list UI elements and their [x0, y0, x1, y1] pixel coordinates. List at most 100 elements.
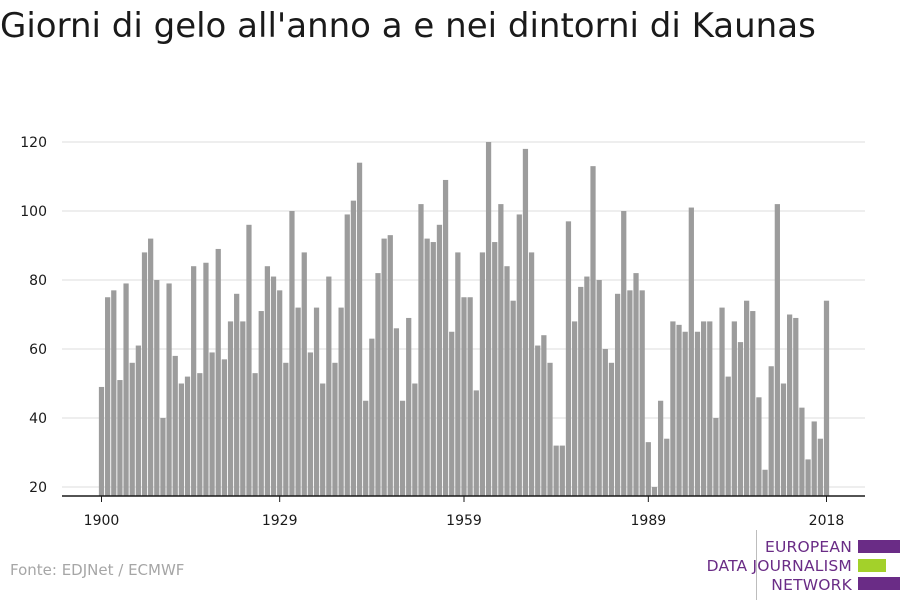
- bar-1969: [522, 148, 529, 496]
- logo-text-european: EUROPEAN: [764, 538, 852, 556]
- bar-1920: [221, 359, 227, 496]
- bar-1926: [258, 311, 264, 496]
- x-tick-label: 1989: [631, 513, 667, 529]
- bar-1934: [307, 352, 314, 496]
- x-tick-labels: 1900 1929 1959 1989 2018: [84, 496, 844, 529]
- y-tick-labels: 20 40 60 80 100 120: [20, 135, 47, 496]
- bar-1915: [191, 266, 197, 496]
- bar-2012: [787, 314, 793, 496]
- y-tick-label: 60: [29, 342, 47, 358]
- bar-2011: [780, 383, 787, 496]
- logo-bar-green: [858, 559, 886, 572]
- bar-1996: [688, 207, 694, 497]
- bar-1980: [590, 166, 596, 496]
- bar-1925: [252, 373, 258, 496]
- bar-1979: [584, 276, 590, 496]
- bar-1957: [449, 331, 455, 496]
- bar-2010: [774, 204, 780, 496]
- bar-1901: [105, 297, 111, 496]
- bar-1903: [117, 380, 123, 496]
- bar-1929: [277, 290, 283, 496]
- bar-2000: [713, 418, 719, 496]
- bar-1947: [387, 235, 393, 496]
- bar-1906: [135, 345, 141, 496]
- bar-2018: [823, 300, 830, 496]
- bar-1907: [141, 252, 148, 496]
- bar-1916: [197, 373, 203, 496]
- bar-1935: [313, 307, 320, 496]
- bar-1963: [485, 142, 492, 496]
- bar-1952: [418, 204, 424, 496]
- bar-1924: [246, 224, 252, 497]
- bar-2015: [805, 459, 811, 496]
- bar-1972: [541, 335, 547, 496]
- bar-2013: [793, 317, 799, 496]
- bar-1904: [123, 283, 129, 496]
- bar-1991: [657, 400, 664, 496]
- bar-1937: [326, 276, 332, 496]
- bar-1984: [614, 293, 621, 496]
- bar-1905: [129, 362, 135, 496]
- x-tick-label: 1929: [262, 513, 298, 529]
- bar-1994: [676, 324, 682, 496]
- bar-1953: [424, 238, 430, 496]
- bar-1914: [184, 376, 191, 496]
- bar-1997: [694, 331, 701, 496]
- bar-1941: [350, 200, 357, 496]
- bar-1945: [375, 273, 381, 496]
- logo-bar-purple-bottom: [858, 577, 900, 590]
- bar-1989: [645, 442, 651, 496]
- bar-1917: [203, 262, 209, 496]
- bar-1918: [209, 352, 215, 496]
- source-note: Fonte: EDJNet / ECMWF: [10, 561, 185, 579]
- bars: [98, 142, 830, 497]
- bar-chart: 20 40 60 80 100 120 1900 1929 1959 1989 2018: [20, 135, 865, 529]
- bar-2009: [768, 366, 774, 496]
- bar-1992: [664, 438, 670, 496]
- logo-text-data-journalism: DATA JOURNALISM: [706, 557, 852, 575]
- bar-2007: [756, 397, 762, 496]
- bar-1948: [393, 328, 400, 496]
- bar-1983: [608, 362, 615, 496]
- y-tick-label: 120: [20, 135, 47, 151]
- bar-1951: [412, 383, 418, 496]
- bar-2006: [750, 311, 756, 496]
- bar-1923: [240, 321, 246, 496]
- x-tick-label: 1900: [84, 513, 120, 529]
- bar-1933: [301, 252, 307, 496]
- logo-bar-purple-top: [858, 540, 900, 553]
- bar-1967: [510, 300, 516, 496]
- bar-2008: [762, 469, 768, 496]
- bar-1987: [633, 273, 639, 496]
- bar-2003: [731, 321, 737, 496]
- bar-1958: [455, 252, 461, 496]
- bar-1998: [701, 321, 707, 496]
- edjnet-logo: EUROPEAN DATA JOURNALISM NETWORK: [700, 530, 900, 600]
- bar-2017: [817, 438, 823, 496]
- bar-1974: [553, 445, 559, 496]
- bar-1981: [596, 280, 602, 496]
- x-tick-label: 1959: [446, 513, 482, 529]
- bar-1919: [215, 248, 221, 496]
- bar-1909: [154, 280, 160, 496]
- bar-1943: [363, 400, 369, 496]
- bar-1964: [492, 242, 498, 496]
- bar-2002: [725, 376, 731, 496]
- bar-1970: [528, 252, 535, 496]
- bar-1911: [166, 283, 172, 496]
- bar-1954: [430, 242, 436, 496]
- bar-1922: [234, 293, 240, 496]
- bar-1939: [338, 307, 344, 496]
- bar-1955: [436, 224, 443, 497]
- bar-1993: [670, 321, 676, 496]
- bar-1908: [148, 238, 154, 496]
- bar-1978: [578, 286, 584, 496]
- bar-1950: [406, 317, 412, 496]
- bar-1940: [344, 214, 350, 496]
- y-tick-label: 20: [29, 480, 47, 496]
- bar-1966: [504, 266, 510, 496]
- bar-2016: [811, 421, 817, 496]
- bar-2005: [744, 300, 750, 496]
- bar-2001: [719, 307, 725, 496]
- bar-1913: [178, 383, 184, 496]
